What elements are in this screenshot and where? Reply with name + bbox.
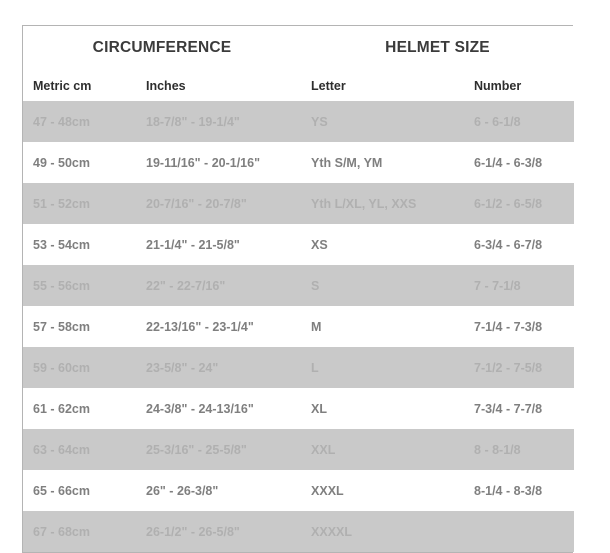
cell-number: 6-3/4 - 6-7/8 xyxy=(464,224,575,265)
cell-metric-cm: 63 - 64cm xyxy=(23,429,136,470)
cell-letter: Yth L/XL, YL, XXS xyxy=(301,183,465,224)
cell-number: 7-3/4 - 7-7/8 xyxy=(464,388,575,429)
table-row: 53 - 54cm 21-1/4" - 21-5/8" XS 6-3/4 - 6… xyxy=(23,224,575,265)
cell-metric-cm: 59 - 60cm xyxy=(23,347,136,388)
cell-letter: XL xyxy=(301,388,465,429)
cell-inches: 23-5/8" - 24" xyxy=(136,347,302,388)
group-header-circumference: CIRCUMFERENCE xyxy=(23,26,302,70)
cell-letter: XXXXL xyxy=(301,511,465,552)
cell-number: 7 - 7-1/8 xyxy=(464,265,575,306)
cell-number: 6-1/4 - 6-3/8 xyxy=(464,142,575,183)
cell-number: 8-1/4 - 8-3/8 xyxy=(464,470,575,511)
table-row: 57 - 58cm 22-13/16" - 23-1/4" M 7-1/4 - … xyxy=(23,306,575,347)
cell-inches: 20-7/16" - 20-7/8" xyxy=(136,183,302,224)
cell-inches: 21-1/4" - 21-5/8" xyxy=(136,224,302,265)
group-header-row: CIRCUMFERENCE HELMET SIZE xyxy=(23,26,575,70)
table-row: 65 - 66cm 26" - 26-3/8" XXXL 8-1/4 - 8-3… xyxy=(23,470,575,511)
table-row: 59 - 60cm 23-5/8" - 24" L 7-1/2 - 7-5/8 xyxy=(23,347,575,388)
table-header: CIRCUMFERENCE HELMET SIZE Metric cm Inch… xyxy=(23,26,575,101)
cell-metric-cm: 55 - 56cm xyxy=(23,265,136,306)
cell-letter: XXL xyxy=(301,429,465,470)
cell-inches: 25-3/16" - 25-5/8" xyxy=(136,429,302,470)
table-row: 51 - 52cm 20-7/16" - 20-7/8" Yth L/XL, Y… xyxy=(23,183,575,224)
table-body: 47 - 48cm 18-7/8" - 19-1/4" YS 6 - 6-1/8… xyxy=(23,101,575,552)
cell-metric-cm: 61 - 62cm xyxy=(23,388,136,429)
cell-letter: XXXL xyxy=(301,470,465,511)
cell-letter: YS xyxy=(301,101,465,142)
cell-letter: M xyxy=(301,306,465,347)
cell-inches: 22" - 22-7/16" xyxy=(136,265,302,306)
table-row: 63 - 64cm 25-3/16" - 25-5/8" XXL 8 - 8-1… xyxy=(23,429,575,470)
cell-inches: 24-3/8" - 24-13/16" xyxy=(136,388,302,429)
column-header-inches: Inches xyxy=(136,70,302,101)
column-header-row: Metric cm Inches Letter Number xyxy=(23,70,575,101)
cell-metric-cm: 53 - 54cm xyxy=(23,224,136,265)
cell-metric-cm: 65 - 66cm xyxy=(23,470,136,511)
group-header-helmet-size: HELMET SIZE xyxy=(301,26,575,70)
cell-number: 7-1/2 - 7-5/8 xyxy=(464,347,575,388)
cell-letter: Yth S/M, YM xyxy=(301,142,465,183)
cell-inches: 19-11/16" - 20-1/16" xyxy=(136,142,302,183)
cell-letter: S xyxy=(301,265,465,306)
cell-number: 6 - 6-1/8 xyxy=(464,101,575,142)
table-row: 67 - 68cm 26-1/2" - 26-5/8" XXXXL xyxy=(23,511,575,552)
column-header-number: Number xyxy=(464,70,575,101)
table-row: 49 - 50cm 19-11/16" - 20-1/16" Yth S/M, … xyxy=(23,142,575,183)
cell-metric-cm: 57 - 58cm xyxy=(23,306,136,347)
cell-number: 7-1/4 - 7-3/8 xyxy=(464,306,575,347)
table-row: 47 - 48cm 18-7/8" - 19-1/4" YS 6 - 6-1/8 xyxy=(23,101,575,142)
cell-inches: 18-7/8" - 19-1/4" xyxy=(136,101,302,142)
cell-metric-cm: 67 - 68cm xyxy=(23,511,136,552)
helmet-size-chart: CIRCUMFERENCE HELMET SIZE Metric cm Inch… xyxy=(22,25,575,553)
cell-letter: XS xyxy=(301,224,465,265)
cell-metric-cm: 47 - 48cm xyxy=(23,101,136,142)
cell-inches: 26-1/2" - 26-5/8" xyxy=(136,511,302,552)
column-header-metric-cm: Metric cm xyxy=(23,70,136,101)
cell-inches: 26" - 26-3/8" xyxy=(136,470,302,511)
cell-metric-cm: 49 - 50cm xyxy=(23,142,136,183)
cell-inches: 22-13/16" - 23-1/4" xyxy=(136,306,302,347)
cell-number xyxy=(464,511,575,552)
size-chart-table: CIRCUMFERENCE HELMET SIZE Metric cm Inch… xyxy=(23,26,575,552)
cell-metric-cm: 51 - 52cm xyxy=(23,183,136,224)
column-header-letter: Letter xyxy=(301,70,465,101)
table-row: 55 - 56cm 22" - 22-7/16" S 7 - 7-1/8 xyxy=(23,265,575,306)
cell-number: 8 - 8-1/8 xyxy=(464,429,575,470)
cell-letter: L xyxy=(301,347,465,388)
cell-number: 6-1/2 - 6-5/8 xyxy=(464,183,575,224)
table-row: 61 - 62cm 24-3/8" - 24-13/16" XL 7-3/4 -… xyxy=(23,388,575,429)
